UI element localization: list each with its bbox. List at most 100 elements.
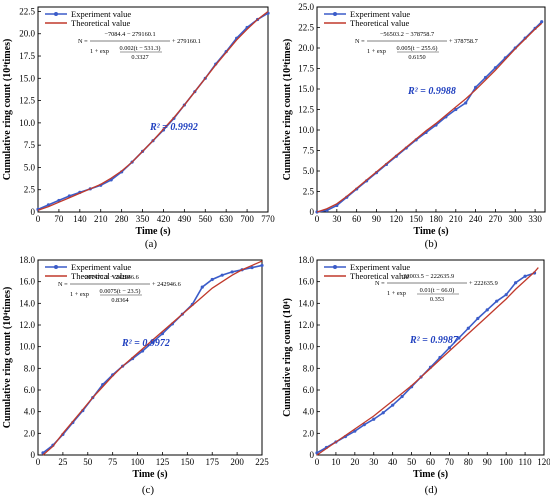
r-squared-label: R² = 0.9987 (409, 335, 459, 346)
panel-caption: (b) (425, 238, 438, 250)
experiment-point (485, 308, 489, 312)
chart-panel-3: 0 25 50 75 100 125 150 175 200 225 0 2.0 4.0 6.0 8.0 10… (2, 255, 269, 496)
y-tick-label: 22.5 (298, 23, 314, 33)
y-tick-label: 2.5 (24, 185, 36, 195)
x-tick-label: 0 (36, 457, 41, 467)
legend-experiment-label: Experiment value (350, 9, 410, 19)
y-tick-label: 10.0 (298, 342, 314, 352)
equation-bracket-bottom: 0.353 (430, 296, 444, 303)
experiment-point (454, 107, 458, 112)
x-tick-label: 210 (94, 214, 108, 224)
y-tick-label: 7.5 (303, 146, 315, 156)
y-tick-label: 17.5 (19, 51, 35, 61)
x-tick-label: 300 (509, 214, 523, 224)
legend-experiment-label: Experiment value (71, 262, 131, 272)
equation-bracket-top: 0.002(t − 531.3) (120, 45, 161, 52)
legend-experiment-label: Experiment value (350, 262, 410, 272)
y-axis-label: Cumulative ring count (10⁴times) (2, 39, 13, 181)
equation: N = −56503.2 − 378758.7 1 + exp 0.005(t − 2… (355, 31, 478, 61)
y-tick-label: 10.0 (19, 118, 35, 128)
x-axis-label: Time (s) (135, 226, 170, 237)
x-tick-label: 420 (157, 214, 171, 224)
x-tick-label: 80 (464, 457, 474, 467)
y-tick-label: 14.0 (19, 298, 35, 308)
y-axis-label: Cumulative ring count (10⁴) (282, 298, 293, 417)
y-tick-label: 20.0 (19, 29, 35, 39)
x-axis-label: Time (s) (413, 469, 448, 480)
experiment-point (372, 417, 376, 421)
chart-panel-1: 0 70 140 210 280 350 420 490 560 630 700 770 0 2.5 5.0… (2, 6, 275, 250)
equation-prefix: N = (375, 280, 385, 287)
series-experiment-line (37, 12, 269, 211)
experiment-point (540, 20, 544, 24)
y-tick-label: 18.0 (19, 255, 35, 265)
experiment-point (260, 263, 264, 268)
experiment-point (200, 285, 204, 289)
y-tick-label: 20.0 (298, 43, 314, 53)
legend-theoretical-label: Theoretical value (71, 271, 130, 281)
equation-prefix: N = (78, 38, 88, 45)
y-tick-label: 2.5 (303, 187, 315, 197)
x-axis-label: Time (s) (413, 226, 448, 237)
panel-caption: (d) (425, 484, 438, 496)
series-theoretical-line (37, 10, 269, 211)
plot-frame (37, 259, 263, 456)
y-tick-label: 7.5 (24, 140, 36, 150)
y-tick-label: 0 (310, 450, 315, 460)
x-tick-label: 140 (73, 214, 87, 224)
equation-tail: + 242946.6 (152, 281, 181, 288)
legend-experiment-marker (54, 265, 58, 269)
x-tick-label: 30 (332, 214, 342, 224)
equation-numerator: −56503.2 − 378758.7 (380, 31, 434, 38)
equation-prefix: N = (58, 281, 68, 288)
equation: N = −7084.4 − 279160.1 1 + exp 0.002(t − 53… (78, 31, 201, 61)
y-axis-label: Cumulative ring count (10⁴times) (2, 287, 13, 429)
experiment-point (466, 326, 470, 330)
x-tick-label: 0 (315, 214, 320, 224)
x-tick-label: 180 (429, 214, 443, 224)
y-tick-label: 6.0 (24, 385, 36, 395)
y-tick-label: 12.5 (19, 96, 35, 106)
x-tick-label: 50 (407, 457, 417, 467)
r-squared-label: R² = 0.9988 (407, 86, 456, 97)
y-tick-label: 8.0 (303, 363, 315, 373)
experiment-point (210, 277, 214, 282)
experiment-point (250, 265, 254, 270)
experiment-point (400, 394, 404, 399)
x-tick-label: 120 (537, 457, 550, 467)
y-tick-label: 0 (310, 207, 315, 217)
x-axis-label: Time (s) (132, 469, 167, 480)
y-tick-label: 5.0 (303, 166, 315, 176)
series-experiment-line (316, 272, 535, 454)
x-tick-label: 100 (131, 457, 145, 467)
x-tick-label: 270 (489, 214, 503, 224)
x-tick-label: 175 (205, 457, 219, 467)
x-tick-label: 70 (54, 214, 64, 224)
y-tick-label: 17.5 (298, 64, 314, 74)
experiment-point (391, 403, 395, 407)
y-tick-label: 16.0 (298, 277, 314, 287)
y-tick-label: 14.0 (298, 298, 314, 308)
series-theoretical-line (316, 22, 543, 213)
y-tick-label: 6.0 (303, 385, 315, 395)
equation-numerator: −207471.3 − 242946.6 (81, 274, 138, 281)
x-tick-label: 60 (352, 214, 362, 224)
y-tick-label: 15.0 (19, 73, 35, 83)
experiment-point (315, 451, 319, 455)
equation-denominator: 1 + exp (90, 48, 109, 55)
y-tick-label: 2.0 (303, 428, 315, 438)
experiment-point (457, 336, 461, 340)
x-tick-label: 280 (115, 214, 129, 224)
y-axis-label: Cumulative ring count (10⁴times) (282, 39, 293, 181)
chart-panel-2: 0 30 60 90 120 150 180 210 240 270 300 330 0 2.5 5.0 7.… (282, 2, 546, 250)
equation: N = −207471.3 − 242946.6 1 + exp 0.0075(t −… (58, 274, 181, 304)
legend-theoretical-label: Theoretical value (71, 18, 130, 28)
equation-bracket-top: 0.005(t − 255.6) (397, 45, 438, 52)
y-tick-label: 8.0 (24, 363, 36, 373)
x-tick-label: 25 (58, 457, 68, 467)
x-tick-label: 630 (219, 214, 233, 224)
equation-numerator: −7084.4 − 279160.1 (104, 31, 155, 38)
x-tick-label: 210 (449, 214, 463, 224)
